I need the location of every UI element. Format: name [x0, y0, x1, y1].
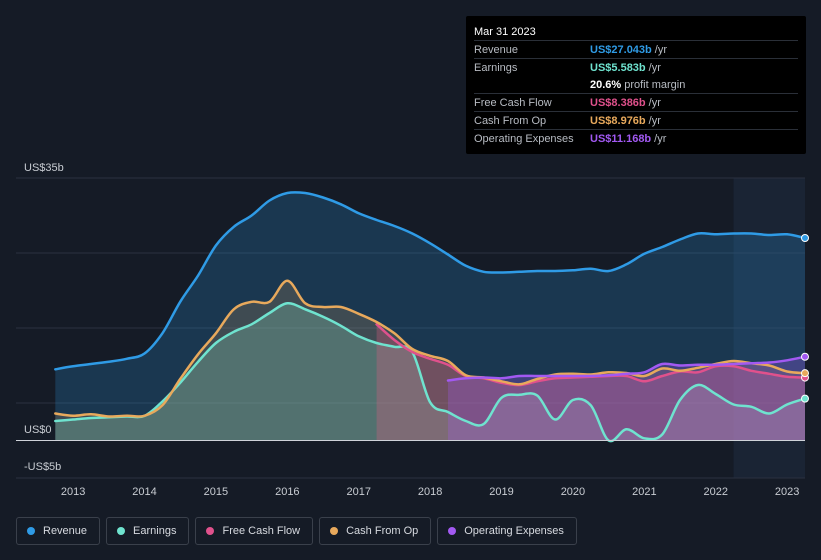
x-tick-label: 2023 [775, 486, 799, 498]
tooltip-row-earnings: Earnings US$5.583b /yr [474, 58, 798, 76]
series-areas [55, 192, 806, 442]
legend-label: Free Cash Flow [222, 525, 301, 537]
x-axis: 2013 2014 2015 2016 2017 2018 2019 2020 2021 2022… [61, 486, 800, 498]
legend-dot-icon [206, 527, 215, 535]
tooltip-row-free-cash-flow: Free Cash Flow US$8.386b /yr [474, 93, 798, 111]
y-axis: US$35b US$0 -US$5b [24, 162, 64, 473]
end-point-revenue [801, 234, 809, 242]
end-point-operating-expenses [801, 352, 809, 361]
x-tick-label: 2018 [418, 486, 442, 498]
y-tick-label-top: US$35b [24, 162, 64, 174]
legend-item-cash-from-op[interactable]: Cash From Op [319, 517, 432, 545]
series-end-markers [801, 234, 809, 403]
line-operating-expenses [446, 355, 807, 382]
line-earnings [54, 302, 807, 443]
tooltip-date: Mar 31 2023 [474, 26, 536, 38]
tooltip-label: Earnings [474, 61, 518, 74]
line-revenue [54, 191, 807, 371]
tooltip-unit: /yr [654, 43, 667, 56]
x-tick-label: 2016 [275, 486, 299, 498]
x-tick-label: 2021 [632, 486, 656, 498]
chart-canvas: US$35b US$0 -US$5b 2013 2014 2015 2016 2017 2… [16, 162, 809, 498]
x-tick-label: 2019 [489, 486, 513, 498]
tooltip-row-cash-from-op: Cash From Op US$8.976b /yr [474, 111, 798, 129]
area-cash-from-op [55, 280, 806, 441]
x-tick-label: 2020 [561, 486, 585, 498]
legend-label: Earnings [133, 525, 177, 537]
tooltip-value: 20.6% [590, 78, 622, 91]
tooltip-unit: /yr [648, 114, 661, 127]
area-revenue [55, 192, 806, 441]
tooltip-label: Cash From Op [474, 114, 547, 127]
legend-dot-icon [448, 527, 457, 535]
series-lines [54, 191, 807, 443]
tooltip-unit: profit margin [624, 78, 686, 91]
x-tick-label: 2015 [204, 486, 228, 498]
legend-dot-icon [27, 527, 35, 535]
area-earnings [55, 303, 806, 442]
tooltip-row-profit-margin: 20.6% profit margin [474, 76, 798, 93]
legend-dot-icon [117, 527, 126, 535]
tooltip-unit: /yr [654, 132, 667, 145]
legend-item-operating-expenses[interactable]: Operating Expenses [437, 517, 577, 545]
legend-label: Revenue [43, 525, 88, 537]
x-tick-label: 2017 [346, 486, 370, 498]
legend: Revenue Earnings Free Cash Flow Cash Fro… [16, 517, 577, 545]
gridlines [16, 177, 805, 479]
tooltip-label: Free Cash Flow [474, 96, 552, 109]
x-tick-label: 2013 [61, 486, 85, 498]
x-tick-label: 2014 [132, 486, 156, 498]
tooltip-unit: /yr [648, 96, 661, 109]
legend-dot-icon [330, 527, 339, 535]
tooltip-label: Revenue [474, 43, 519, 56]
x-tick-label: 2022 [704, 486, 728, 498]
y-tick-label-zero: US$0 [24, 424, 52, 436]
tooltip-row-operating-expenses: Operating Expenses US$11.168b /yr [474, 129, 798, 147]
legend-item-free-cash-flow[interactable]: Free Cash Flow [195, 517, 314, 545]
tooltip-unit: /yr [648, 61, 661, 74]
legend-item-revenue[interactable]: Revenue [16, 517, 101, 545]
y-tick-label-bottom: -US$5b [24, 461, 61, 473]
legend-label: Cash From Op [346, 525, 419, 537]
end-point-cash-from-op [801, 369, 809, 378]
tooltip-value: US$5.583b [590, 61, 646, 74]
tooltip-label: Operating Expenses [474, 132, 574, 145]
tooltip-value: US$8.976b [590, 114, 646, 127]
legend-item-earnings[interactable]: Earnings [106, 517, 190, 545]
line-cash-from-op [54, 279, 807, 418]
tooltip-value: US$8.386b [590, 96, 646, 109]
tooltip-value: US$27.043b [590, 43, 652, 56]
tooltip-panel: Mar 31 2023 Revenue US$27.043b /yr Earni… [466, 16, 806, 154]
tooltip-value: US$11.168b [590, 132, 652, 145]
legend-label: Operating Expenses [464, 525, 564, 537]
area-operating-expenses [448, 356, 805, 441]
area-free-cash-flow [376, 324, 805, 441]
end-point-earnings [801, 394, 809, 403]
tooltip-row-revenue: Revenue US$27.043b /yr [474, 40, 798, 58]
